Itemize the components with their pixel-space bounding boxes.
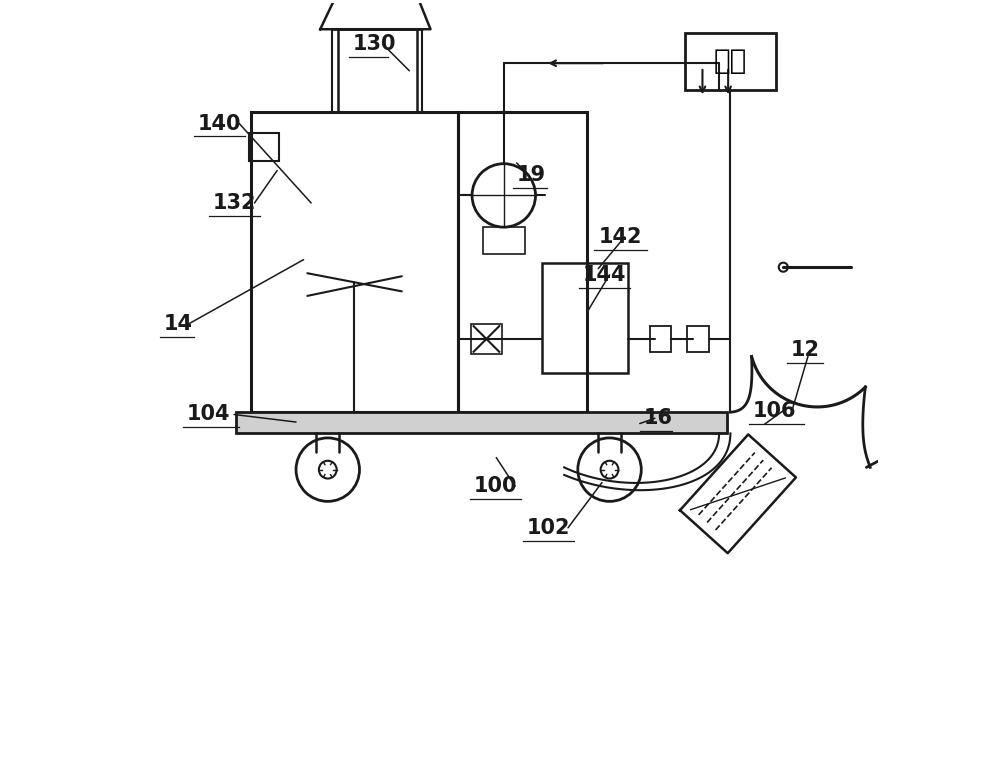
Bar [542, 263, 628, 373]
Circle shape [578, 438, 641, 501]
Bar [483, 227, 525, 253]
Text: 12: 12 [791, 340, 820, 360]
Text: 142: 142 [598, 227, 642, 247]
Text: 16: 16 [644, 408, 673, 428]
Circle shape [779, 263, 788, 272]
Text: 144: 144 [583, 265, 627, 285]
Bar [685, 33, 776, 90]
Bar [251, 113, 458, 412]
Text: 106: 106 [753, 401, 797, 421]
Text: 130: 130 [353, 34, 396, 54]
Bar [249, 132, 279, 161]
Text: 102: 102 [526, 517, 570, 538]
Circle shape [319, 460, 337, 479]
Bar [650, 326, 671, 352]
Bar [236, 412, 727, 433]
Bar [458, 113, 587, 412]
Bar [338, 29, 417, 113]
Circle shape [601, 460, 618, 479]
Circle shape [296, 438, 359, 501]
Text: 19: 19 [517, 165, 546, 185]
Circle shape [472, 164, 536, 227]
Text: 100: 100 [474, 476, 517, 496]
Bar [687, 326, 709, 352]
Text: 线圈: 线圈 [714, 47, 747, 75]
Text: 132: 132 [213, 193, 256, 213]
Text: 140: 140 [198, 113, 241, 134]
Text: 104: 104 [186, 405, 230, 425]
Bar [471, 324, 502, 354]
Text: 14: 14 [164, 314, 193, 334]
